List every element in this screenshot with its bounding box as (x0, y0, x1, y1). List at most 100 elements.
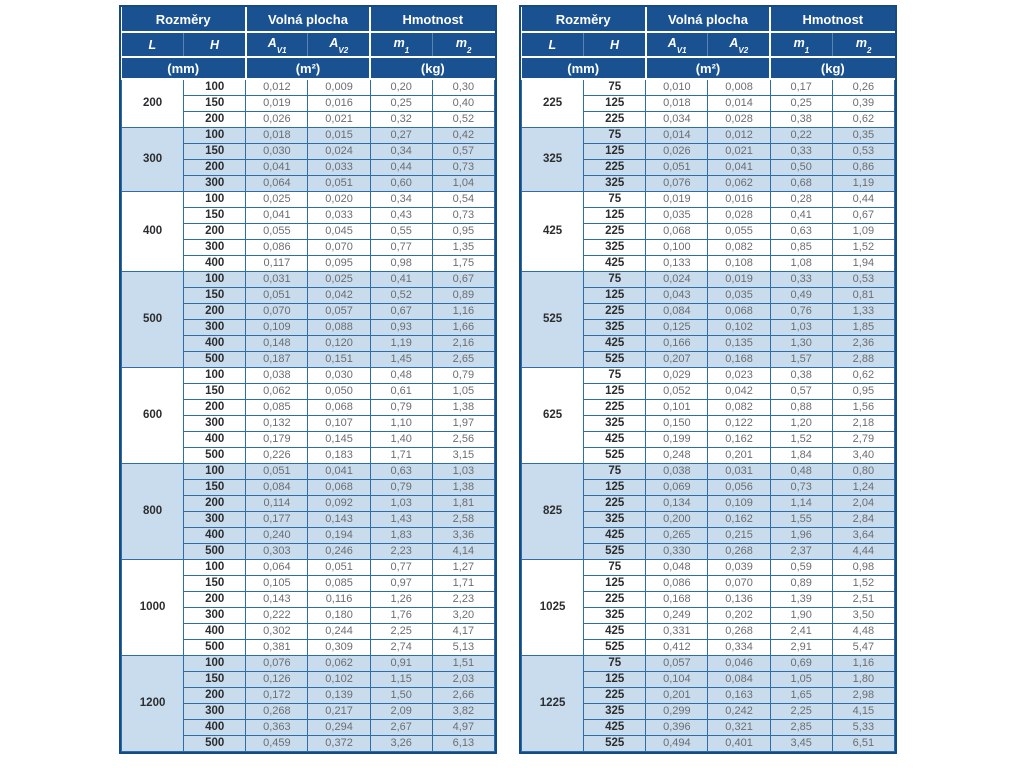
dimension-h-cell: 500 (183, 543, 247, 560)
value-cell: 2,58 (431, 511, 496, 528)
dimension-h-cell: 300 (183, 703, 247, 720)
dimension-h-cell: 525 (583, 639, 647, 656)
dimension-h-cell: 125 (583, 143, 647, 160)
header-col-av1-base: A (667, 36, 677, 51)
dimension-l-cell: 825 (520, 463, 585, 560)
dimension-h-cell: 400 (183, 431, 247, 448)
dimension-h-cell: 75 (583, 367, 647, 384)
value-cell: 2,56 (431, 431, 496, 448)
dimension-h-cell: 525 (583, 543, 647, 560)
dimension-h-cell: 100 (183, 463, 247, 480)
dimension-l-cell: 800 (120, 463, 185, 560)
value-cell: 1,03 (769, 319, 833, 336)
value-cell: 0,016 (307, 95, 371, 112)
table-row: 150 0,041 0,033 0,43 0,73 (122, 207, 496, 224)
value-cell: 0,126 (245, 671, 309, 688)
value-cell: 1,38 (431, 399, 496, 416)
value-cell: 0,44 (369, 159, 433, 176)
value-cell: 0,248 (645, 447, 709, 464)
value-cell: 2,74 (369, 639, 433, 656)
value-cell: 0,046 (707, 655, 771, 672)
value-cell: 0,244 (307, 623, 371, 640)
value-cell: 0,026 (245, 111, 309, 128)
value-cell: 0,101 (645, 399, 709, 416)
value-cell: 0,50 (769, 159, 833, 176)
dimension-l-cell: 1000 (120, 559, 185, 656)
table-row: 400 0,302 0,244 2,25 4,17 (122, 623, 496, 640)
dimension-h-cell: 100 (183, 127, 247, 144)
value-cell: 0,107 (307, 415, 371, 432)
value-cell: 0,069 (645, 479, 709, 496)
value-cell: 2,23 (369, 543, 433, 560)
table-row: 125 0,043 0,035 0,49 0,81 (522, 287, 896, 304)
dimension-h-cell: 75 (583, 191, 647, 208)
value-cell: 0,81 (831, 287, 896, 304)
value-cell: 0,095 (307, 255, 371, 272)
value-cell: 0,068 (645, 223, 709, 240)
dimension-h-cell: 200 (183, 687, 247, 704)
value-cell: 0,145 (307, 431, 371, 448)
value-cell: 1,43 (369, 511, 433, 528)
value-cell: 2,25 (769, 703, 833, 720)
value-cell: 0,082 (707, 239, 771, 256)
value-cell: 0,048 (645, 559, 709, 576)
dimension-l-cell: 325 (520, 127, 585, 192)
value-cell: 0,80 (831, 463, 896, 480)
value-cell: 3,20 (431, 607, 496, 624)
dimension-h-cell: 225 (583, 495, 647, 512)
header-free-area: Volná plocha (644, 7, 771, 33)
value-cell: 0,034 (645, 111, 709, 128)
dimension-h-cell: 525 (583, 735, 647, 752)
dimension-l-cell: 625 (520, 367, 585, 464)
value-cell: 0,67 (431, 271, 496, 288)
value-cell: 0,226 (245, 447, 309, 464)
value-cell: 3,26 (369, 735, 433, 752)
value-cell: 0,242 (707, 703, 771, 720)
value-cell: 0,125 (645, 319, 709, 336)
value-cell: 0,070 (707, 575, 771, 592)
table-header: Rozměry Volná plocha Hmotnost L H AV1 AV… (121, 7, 495, 80)
value-cell: 0,57 (769, 383, 833, 400)
value-cell: 1,55 (769, 511, 833, 528)
value-cell: 1,90 (769, 607, 833, 624)
value-cell: 4,14 (431, 543, 496, 560)
value-cell: 0,25 (369, 95, 433, 112)
value-cell: 1,51 (431, 655, 496, 672)
dimension-h-cell: 225 (583, 591, 647, 608)
header-free-area: Volná plocha (244, 7, 371, 33)
value-cell: 0,59 (769, 559, 833, 576)
value-cell: 3,64 (831, 527, 896, 544)
value-cell: 2,51 (831, 591, 896, 608)
dimension-l-cell: 400 (120, 191, 185, 272)
value-cell: 0,168 (707, 351, 771, 368)
value-cell: 1,96 (769, 527, 833, 544)
table-row: 400 0,179 0,145 1,40 2,56 (122, 431, 496, 448)
value-cell: 0,033 (307, 207, 371, 224)
dimension-h-cell: 100 (183, 191, 247, 208)
value-cell: 0,008 (707, 78, 771, 96)
header-unit-kg: (kg) (769, 57, 895, 80)
value-cell: 0,494 (645, 735, 709, 752)
value-cell: 3,45 (769, 735, 833, 752)
dimension-l-cell: 1225 (520, 655, 585, 752)
value-cell: 1,08 (769, 255, 833, 272)
table-row: 225 0,068 0,055 0,63 1,09 (522, 223, 896, 240)
value-cell: 0,93 (369, 319, 433, 336)
dimension-h-cell: 125 (583, 383, 647, 400)
value-cell: 2,03 (431, 671, 496, 688)
value-cell: 2,36 (831, 335, 896, 352)
dimension-h-cell: 500 (183, 447, 247, 464)
dimension-h-cell: 100 (183, 78, 247, 96)
header-col-m2: m2 (831, 32, 895, 58)
table-row: 500 0,187 0,151 1,45 2,65 (122, 351, 496, 368)
table-body: 200 100 0,012 0,009 0,20 0,30 150 0,019 0,016 0,2… (120, 78, 496, 752)
value-cell: 1,14 (769, 495, 833, 512)
value-cell: 0,331 (645, 623, 709, 640)
value-cell: 0,172 (245, 687, 309, 704)
dimension-l-cell: 1025 (520, 559, 585, 656)
value-cell: 0,085 (245, 399, 309, 416)
value-cell: 0,021 (707, 143, 771, 160)
value-cell: 1,05 (769, 671, 833, 688)
value-cell: 0,057 (645, 655, 709, 672)
dimension-h-cell: 75 (583, 78, 647, 96)
